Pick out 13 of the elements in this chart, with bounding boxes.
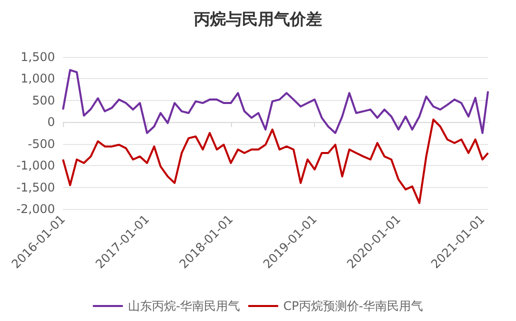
y-tick-label: 500: [32, 93, 55, 108]
y-tick-label: -500: [28, 136, 55, 151]
y-tick-label: -1,500: [16, 180, 55, 194]
y-tick-label: 1,500: [20, 50, 55, 64]
y-tick-label: -2,000: [16, 202, 55, 216]
y-tick-label: 0: [47, 115, 55, 130]
legend-label: CP丙烷预测价-华南民用气: [283, 299, 424, 313]
chart-title: 丙烷与民用气价差: [193, 10, 322, 28]
y-tick-label: -1,000: [16, 158, 55, 173]
line-series: [62, 69, 489, 134]
y-tick-label: 1,000: [20, 72, 55, 86]
legend-label: 山东丙烷-华南民用气: [128, 299, 240, 313]
line-series: [62, 118, 489, 204]
